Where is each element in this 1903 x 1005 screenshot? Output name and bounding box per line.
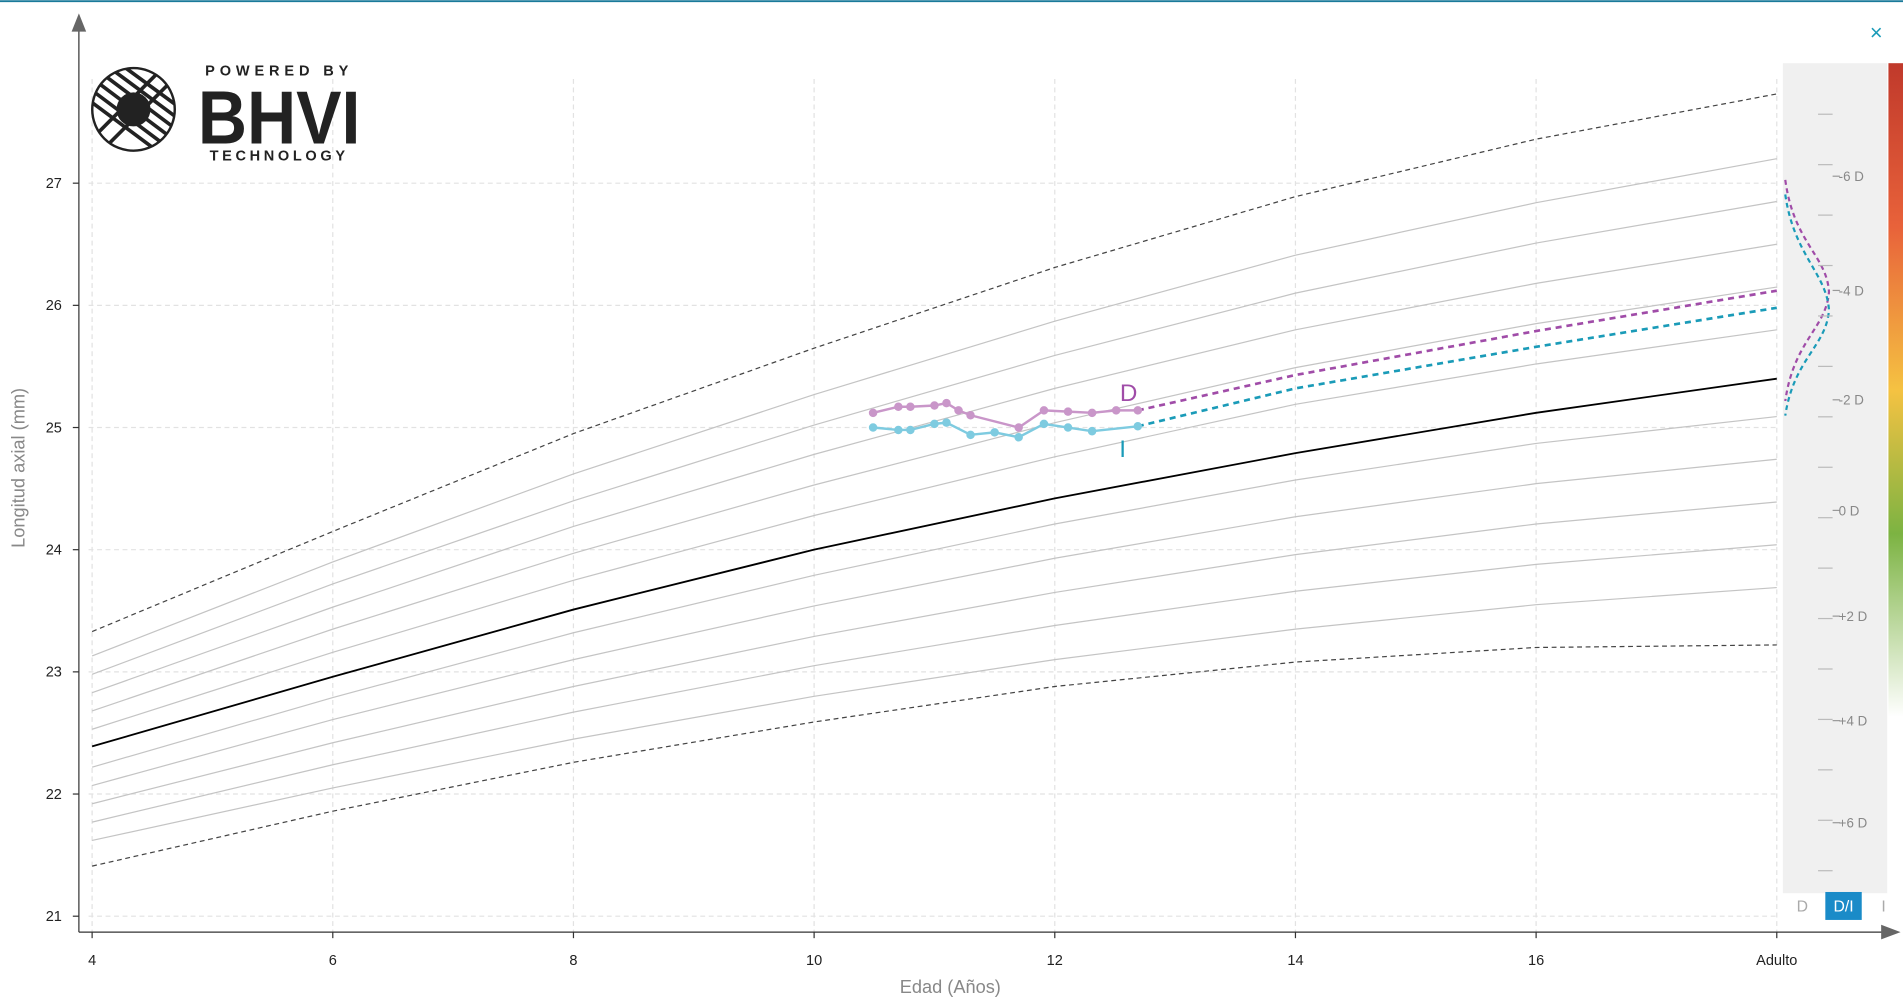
- scale-label: -2 D: [1839, 393, 1864, 408]
- series-line: [91, 544, 1777, 823]
- data-point: [1063, 423, 1073, 432]
- data-point: [930, 419, 939, 429]
- x-tick-label: 14: [1287, 953, 1303, 969]
- y-tick-label: 25: [46, 420, 62, 436]
- data-point: [966, 411, 975, 420]
- x-tick-label: Adulto: [1756, 953, 1797, 969]
- data-point: [1111, 406, 1121, 415]
- data-point: [1039, 419, 1049, 429]
- series-line: [91, 93, 1777, 633]
- close-button[interactable]: ×: [1870, 20, 1883, 45]
- scale-label: -4 D: [1839, 283, 1864, 298]
- button-di[interactable]: D/I: [1833, 898, 1853, 915]
- x-axis-arrow: [1881, 924, 1901, 940]
- button-i[interactable]: I: [1881, 898, 1885, 915]
- data-point: [894, 402, 903, 412]
- logo: POWERED BY BHVI TECHNOLOGY: [91, 63, 361, 164]
- refraction-panel: D D/I I -6 D -4 D -2 D 0 D +2 D +4 D +6 D: [1782, 63, 1903, 920]
- logo-name: BHVI: [198, 75, 361, 159]
- series-line: [91, 286, 1777, 712]
- y-tick-label: 22: [46, 787, 62, 803]
- data-point: [942, 418, 951, 427]
- distribution-i: [1784, 194, 1831, 416]
- data-point: [906, 425, 915, 435]
- distribution-d: [1784, 179, 1831, 402]
- annotation: I: [1119, 436, 1126, 463]
- logo-top: POWERED BY: [205, 63, 353, 79]
- data-point: [1087, 426, 1097, 436]
- data-point: [868, 423, 878, 432]
- data-point: [1014, 433, 1023, 442]
- data-point: [868, 408, 878, 418]
- y-tick-label: 27: [46, 176, 62, 192]
- annotation: D: [1120, 380, 1138, 407]
- grid: 21 22 23 24 25 26 27 4 6 8 10 12 14 16 Adulto: [46, 78, 1797, 969]
- scale-label: 0 D: [1839, 503, 1860, 518]
- data-point: [966, 430, 975, 440]
- scale-label: +4 D: [1839, 713, 1868, 728]
- series-line: [1137, 289, 1778, 412]
- x-tick-label: 10: [806, 953, 822, 969]
- x-tick-label: 4: [88, 953, 96, 969]
- series-line: [91, 377, 1777, 748]
- plot-area: [91, 93, 1778, 867]
- x-tick-label: 6: [329, 953, 337, 969]
- y-tick-label: 26: [46, 298, 62, 314]
- x-tick-label: 16: [1528, 953, 1544, 969]
- data-point: [1087, 408, 1097, 418]
- x-axis-label: Edad (Años): [900, 977, 1001, 997]
- x-tick-label: 12: [1047, 953, 1063, 969]
- data-point: [906, 402, 915, 412]
- y-tick-label: 23: [46, 665, 62, 681]
- data-point: [894, 425, 903, 435]
- y-axis-label: Longitud axial (mm): [8, 388, 28, 548]
- series-line: [91, 200, 1777, 675]
- series-line: [91, 586, 1777, 842]
- button-di-bg: [1825, 891, 1862, 920]
- series-line: [91, 501, 1777, 805]
- series-line: [91, 458, 1777, 787]
- data-point: [1014, 423, 1023, 432]
- data-point: [1039, 406, 1049, 415]
- data-point: [990, 428, 999, 437]
- data-point: [954, 406, 963, 415]
- data-point: [1133, 422, 1143, 431]
- scale-label: +2 D: [1839, 609, 1868, 624]
- series-line: [91, 329, 1777, 730]
- x-tick-label: 8: [569, 953, 577, 969]
- scale-label: -6 D: [1839, 169, 1864, 184]
- data-point: [942, 398, 951, 408]
- data-point: [1133, 406, 1143, 415]
- series-line: [1137, 306, 1777, 428]
- y-tick-label: 24: [46, 543, 62, 559]
- panel-background: [1782, 63, 1888, 894]
- series-line: [91, 415, 1777, 768]
- series-line: [91, 644, 1777, 867]
- series-line: [91, 158, 1777, 657]
- scale-label: +6 D: [1839, 816, 1868, 831]
- y-tick-label: 21: [46, 909, 62, 925]
- logo-bottom: TECHNOLOGY: [210, 148, 349, 164]
- y-axis-arrow: [71, 13, 87, 32]
- button-d[interactable]: D: [1797, 898, 1808, 915]
- data-point: [930, 401, 939, 410]
- data-point: [1063, 407, 1073, 416]
- color-bar: [1888, 63, 1903, 717]
